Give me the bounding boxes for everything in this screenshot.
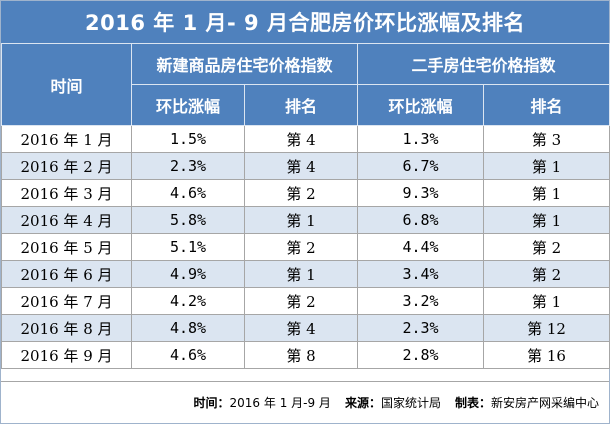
cell-used-change: 1.3% <box>357 125 485 153</box>
header-new-rank: 排名 <box>243 84 359 126</box>
header-new-change: 环比涨幅 <box>131 84 245 126</box>
footer-maker-value: 新安房产网采编中心 <box>490 396 599 410</box>
cell-new-change: 4.8% <box>131 314 245 342</box>
cell-month: 2016 年 4 月 <box>1 206 132 234</box>
cell-new-rank: 第 4 <box>243 125 359 153</box>
cell-new-change: 2.3% <box>131 152 245 180</box>
price-index-table: 时间 新建商品房住宅价格指数 二手房住宅价格指数 环比涨幅 排名 环比涨幅 排名… <box>1 43 610 369</box>
cell-new-change: 4.9% <box>131 260 245 288</box>
cell-used-rank: 第 2 <box>483 233 610 261</box>
cell-new-rank: 第 8 <box>243 341 359 369</box>
footer-maker-label: 制表： <box>454 396 491 410</box>
table-row: 2016 年 8 月 4.8% 第 4 2.3% 第 12 <box>1 314 610 342</box>
table-footer: 时间： 2016 年 1 月-9 月 来源： 国家统计局 制表： 新安房产网采编… <box>1 381 609 423</box>
cell-new-change: 4.6% <box>131 341 245 369</box>
table-row: 2016 年 9 月 4.6% 第 8 2.8% 第 16 <box>1 341 610 369</box>
cell-used-rank: 第 1 <box>483 152 610 180</box>
cell-used-change: 4.4% <box>357 233 485 261</box>
footer-source-label: 来源： <box>344 396 381 410</box>
cell-used-rank: 第 1 <box>483 206 610 234</box>
header-sub-row: 环比涨幅 排名 环比涨幅 排名 <box>2 84 610 126</box>
header-used-rank: 排名 <box>483 84 610 126</box>
cell-used-rank: 第 12 <box>483 314 610 342</box>
cell-month: 2016 年 3 月 <box>1 179 132 207</box>
cell-used-rank: 第 1 <box>483 179 610 207</box>
table-row: 2016 年 7 月 4.2% 第 2 3.2% 第 1 <box>1 287 610 315</box>
header-used-housing: 二手房住宅价格指数 <box>357 43 610 85</box>
cell-used-change: 6.8% <box>357 206 485 234</box>
cell-new-change: 1.5% <box>131 125 245 153</box>
cell-new-change: 5.8% <box>131 206 245 234</box>
cell-used-change: 9.3% <box>357 179 485 207</box>
cell-month: 2016 年 9 月 <box>1 341 132 369</box>
table-row: 2016 年 6 月 4.9% 第 1 3.4% 第 2 <box>1 260 610 288</box>
cell-used-change: 6.7% <box>357 152 485 180</box>
cell-used-rank: 第 1 <box>483 287 610 315</box>
table-row: 2016 年 3 月 4.6% 第 2 9.3% 第 1 <box>1 179 610 207</box>
table-title: 2016 年 1 月- 9 月合肥房价环比涨幅及排名 <box>85 11 525 35</box>
footer-time-value: 2016 年 1 月-9 月 <box>229 396 331 410</box>
cell-used-change: 2.3% <box>357 314 485 342</box>
cell-used-rank: 第 16 <box>483 341 610 369</box>
cell-month: 2016 年 1 月 <box>1 125 132 153</box>
cell-new-rank: 第 4 <box>243 152 359 180</box>
header-group-row: 时间 新建商品房住宅价格指数 二手房住宅价格指数 <box>1 43 610 126</box>
cell-new-change: 5.1% <box>131 233 245 261</box>
table-row: 2016 年 1 月 1.5% 第 4 1.3% 第 3 <box>1 125 610 153</box>
title-bar: 2016 年 1 月- 9 月合肥房价环比涨幅及排名 <box>1 1 609 43</box>
cell-used-change: 3.2% <box>357 287 485 315</box>
header-new-housing: 新建商品房住宅价格指数 <box>130 43 359 85</box>
cell-month: 2016 年 8 月 <box>1 314 132 342</box>
cell-new-change: 4.2% <box>131 287 245 315</box>
footer-time-label: 时间： <box>193 396 230 410</box>
cell-new-rank: 第 4 <box>243 314 359 342</box>
table-row: 2016 年 2 月 2.3% 第 4 6.7% 第 1 <box>1 152 610 180</box>
cell-used-rank: 第 2 <box>483 260 610 288</box>
cell-used-change: 2.8% <box>357 341 485 369</box>
footer-source-value: 国家统计局 <box>380 396 441 410</box>
table-row: 2016 年 5 月 5.1% 第 2 4.4% 第 2 <box>1 233 610 261</box>
cell-month: 2016 年 7 月 <box>1 287 132 315</box>
cell-month: 2016 年 2 月 <box>1 152 132 180</box>
header-time: 时间 <box>1 43 132 126</box>
cell-new-rank: 第 2 <box>243 179 359 207</box>
cell-used-rank: 第 3 <box>483 125 610 153</box>
cell-month: 2016 年 6 月 <box>1 260 132 288</box>
cell-new-rank: 第 2 <box>243 287 359 315</box>
header-used-change: 环比涨幅 <box>357 84 485 126</box>
cell-used-change: 3.4% <box>357 260 485 288</box>
cell-new-rank: 第 2 <box>243 233 359 261</box>
cell-new-rank: 第 1 <box>243 260 359 288</box>
cell-new-rank: 第 1 <box>243 206 359 234</box>
cell-month: 2016 年 5 月 <box>1 233 132 261</box>
cell-new-change: 4.6% <box>131 179 245 207</box>
table-row: 2016 年 4 月 5.8% 第 1 6.8% 第 1 <box>1 206 610 234</box>
